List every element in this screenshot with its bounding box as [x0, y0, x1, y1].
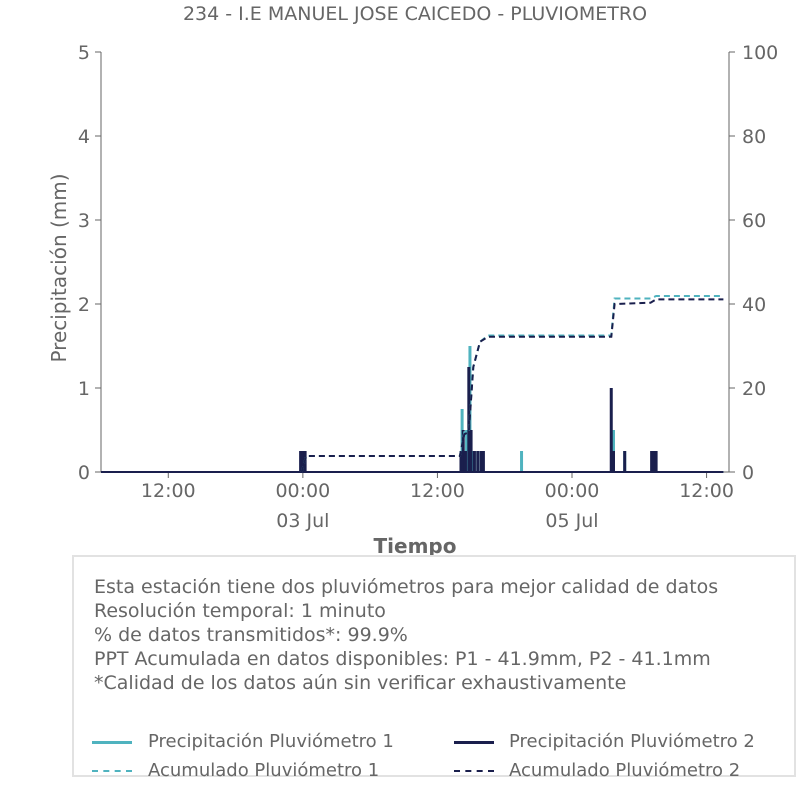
y-tick-label: 5 [78, 42, 90, 64]
y2-tick-label: 40 [742, 294, 766, 316]
y-axis-label: Precipitación (mm) [47, 173, 71, 362]
info-lines: Esta estación tiene dos pluviómetros par… [94, 575, 718, 695]
legend-swatch-p1 [92, 741, 132, 744]
accumulated-line-2 [101, 298, 724, 473]
y-tick-label: 2 [78, 294, 90, 316]
legend-label-p1: Precipitación Pluviómetro 1 [148, 731, 394, 752]
y2-tick-label: 0 [742, 462, 754, 484]
legend-swatch-acum2 [454, 770, 494, 772]
x-tick-label: 12:00 [679, 480, 734, 502]
info-line-dual-gauge: Esta estación tiene dos pluviómetros par… [94, 576, 719, 598]
y2-tick-label: 80 [742, 126, 766, 148]
accumulated-line-1 [101, 295, 724, 473]
y-tick-label: 1 [78, 378, 90, 400]
x-tick-sublabel: 03 Jul [276, 510, 329, 532]
x-tick-label: 12:00 [410, 480, 465, 502]
x-axis-label: Tiempo [374, 534, 457, 558]
y2-tick-label: 100 [742, 42, 778, 64]
info-legend-box: Esta estación tiene dos pluviómetros par… [72, 555, 796, 781]
info-line-transmitted: % de datos transmitidos*: 99.9% [94, 624, 408, 646]
x-tick-label: 00:00 [275, 480, 330, 502]
legend-label-p2: Precipitación Pluviómetro 2 [509, 731, 755, 752]
x-tick-sublabel: 05 Jul [545, 510, 598, 532]
info-line-accumulated: PPT Acumulada en datos disponibles: P1 -… [94, 648, 711, 670]
legend-swatch-acum1 [92, 770, 132, 772]
legend-swatch-p2 [454, 741, 494, 744]
y-tick-label: 4 [78, 126, 90, 148]
legend-label-acum2: Acumulado Pluviómetro 2 [509, 760, 741, 781]
chart-title: 234 - I.E MANUEL JOSE CAICEDO - PLUVIOME… [182, 3, 648, 25]
y2-tick-label: 20 [742, 378, 766, 400]
info-line-resolution: Resolución temporal: 1 minuto [94, 600, 386, 622]
y-tick-label: 0 [78, 462, 90, 484]
info-line-quality: *Calidad de los datos aún sin verificar … [94, 672, 627, 694]
y2-tick-label: 60 [742, 210, 766, 232]
x-tick-label: 00:00 [545, 480, 600, 502]
y-tick-label: 3 [78, 210, 90, 232]
legend-label-acum1: Acumulado Pluviómetro 1 [148, 760, 380, 781]
x-tick-label: 12:00 [141, 480, 196, 502]
